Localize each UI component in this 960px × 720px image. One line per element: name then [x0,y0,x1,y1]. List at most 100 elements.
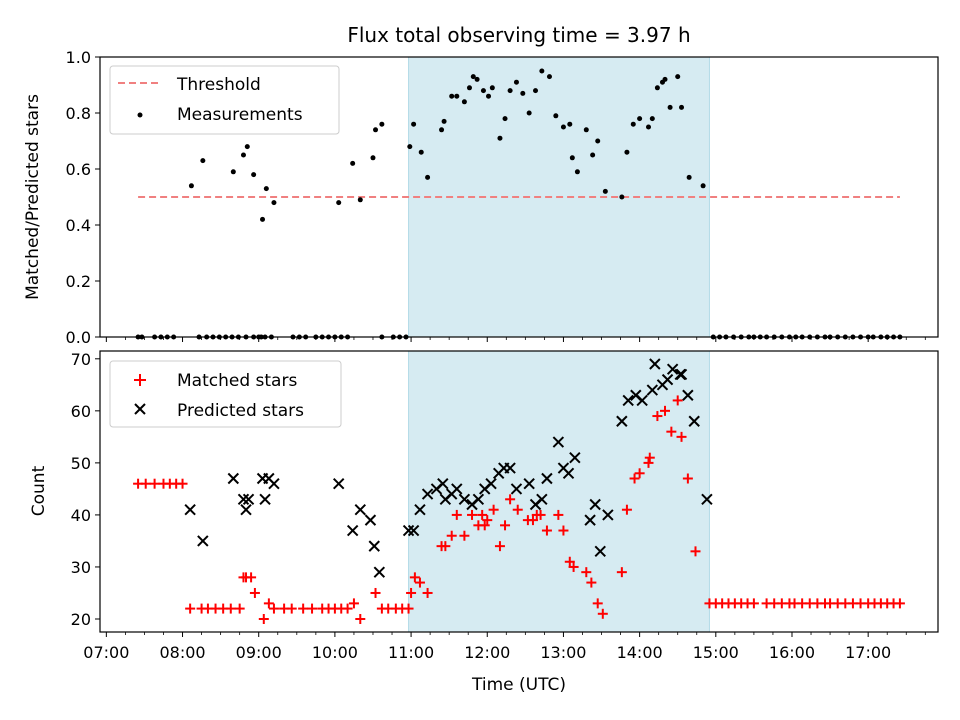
bottom-x-tick: 13:00 [540,632,586,662]
predicted-point [451,483,463,495]
measurement-point [630,121,636,127]
measurement-point [679,104,685,110]
measurement-point [546,74,552,80]
measurement-point [662,76,668,82]
predicted-point [646,384,659,396]
matched-point [535,509,546,520]
predicted-point [485,477,497,490]
predicted-point [242,493,255,506]
matched-point [616,567,627,578]
measurement-point [595,138,601,144]
matched-point [558,525,569,536]
measurement-point [474,76,480,82]
bottom-x-tick-label: 07:00 [83,643,129,662]
matched-point [307,603,318,614]
top-y-tick-label: 0.4 [66,216,91,235]
matched-point [512,504,523,515]
predicted-point [332,477,345,490]
bottom-x-tick: 07:00 [83,632,129,662]
matched-point [177,478,188,489]
measurement-point [502,116,508,122]
measurement-point [649,116,655,122]
predicted-point [346,524,359,537]
matched-point [422,587,433,598]
top-y-axis-label: Matched/Predicted stars [23,94,43,300]
matched-point [440,541,451,552]
predicted-point [536,493,548,506]
matched-point [414,577,425,588]
matched-point [479,520,490,531]
bottom-x-tick-label: 10:00 [312,643,358,662]
top-y-ticks: 0.0 0.2 0.4 0.6 0.8 1.0 [66,48,100,347]
bottom-x-tick: 08:00 [159,632,206,662]
top-y-tick-label: 0.8 [66,104,91,123]
matched-point [268,603,279,614]
bottom-y-axis-label: Count [29,465,49,516]
matched-point [666,426,677,437]
measurement-point [602,188,608,194]
top-y-tick: 1.0 [66,48,100,67]
matched-point [568,561,579,572]
top-x-ticks [105,337,926,342]
measurement-point [350,160,356,166]
bottom-y-tick-label: 30 [71,558,91,577]
bottom-y-tick: 70 [71,350,100,369]
predicted-point [373,566,386,578]
bottom-legend-box [109,360,342,428]
measurement-point [654,85,660,91]
matched-point [505,494,516,505]
measurement-point [624,149,630,155]
bottom-marks [133,358,905,624]
predicted-point [661,373,674,386]
bottom-x-tick: 10:00 [312,632,358,662]
predicted-point [589,498,601,511]
matched-point [672,395,683,406]
matched-point [185,603,196,614]
legend-predicted-label: Predicted stars [177,401,304,421]
bottom-x-tick-label: 08:00 [159,643,205,662]
measurement-point [539,68,545,74]
matched-point [527,515,538,526]
bottom-x-tick-label: 16:00 [769,643,815,662]
predicted-point [237,493,250,506]
legend-matched-label: Matched stars [177,371,297,391]
bottom-x-tick-label: 09:00 [236,643,282,662]
legend-measurements-label: Measurements [177,105,303,125]
measurement-point [497,135,503,141]
matched-point [403,603,414,614]
measurement-point [425,174,431,180]
bottom-x-tick: 11:00 [388,632,434,662]
bottom-y-tick-label: 70 [71,350,91,369]
measurement-point [357,197,363,203]
measurement-point [569,155,575,161]
predicted-point [562,467,575,479]
predicted-point [504,462,516,474]
matched-point [643,457,654,468]
bottom-x-tick: 15:00 [693,632,739,662]
measurement-point [230,169,236,175]
bottom-x-tick: 12:00 [464,632,510,662]
top-y-tick-label: 0.6 [66,160,91,179]
measurement-point [260,216,266,222]
matched-point [676,431,687,442]
legend-measurements-swatch [137,112,143,118]
measurement-point [449,93,455,99]
bottom-y-tick: 20 [71,610,100,629]
matched-point [409,572,420,583]
measurement-point [200,158,206,164]
predicted-point [616,415,628,427]
predicted-point [227,472,240,485]
top-y-tick-label: 0.0 [66,328,91,347]
measurement-point [553,113,559,119]
measurement-point [619,194,625,200]
matched-point [355,613,366,624]
measurement-point [373,127,379,133]
bottom-axes-frame [99,350,939,633]
matched-point [263,598,274,609]
top-y-tick-label: 1.0 [66,48,91,67]
top-y-tick: 0.6 [66,160,100,179]
bottom-x-tick-label: 12:00 [464,643,510,662]
predicted-point [472,493,485,506]
predicted-point [594,545,606,558]
matched-point [488,504,499,515]
